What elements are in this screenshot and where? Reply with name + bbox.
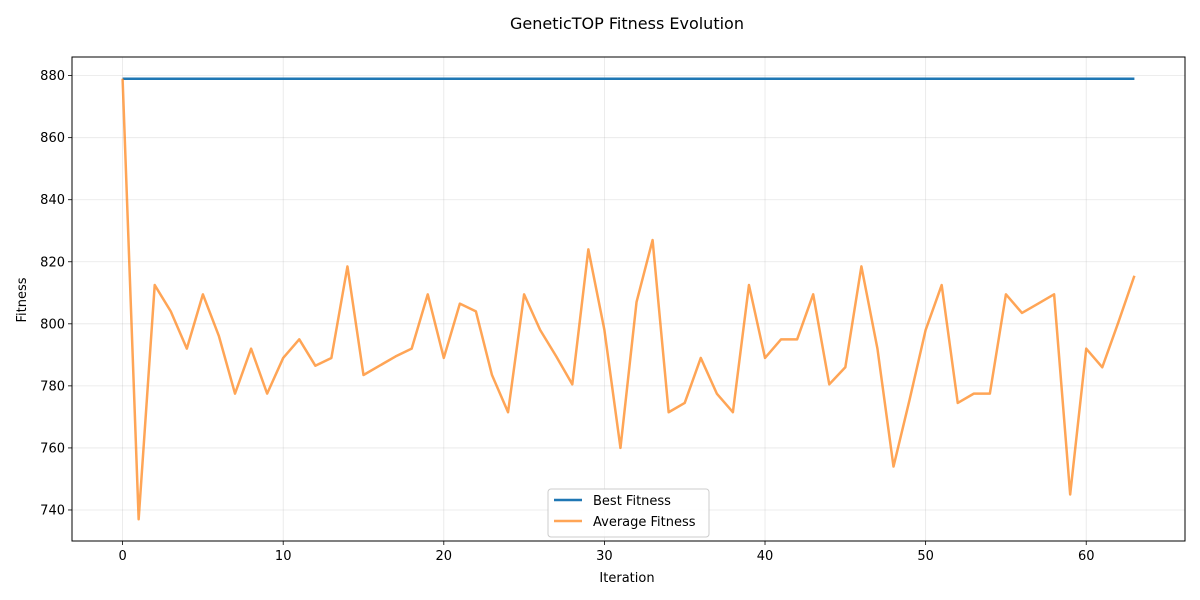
series-layer <box>121 77 1136 521</box>
y-tick-label: 860 <box>40 131 65 146</box>
y-tick-label: 800 <box>40 317 65 332</box>
x-tick-label: 10 <box>275 549 292 564</box>
series-line-average-fitness <box>121 78 1136 521</box>
y-tick-label: 780 <box>40 379 65 394</box>
x-tick-label: 40 <box>757 549 774 564</box>
y-tick-label: 760 <box>40 441 65 456</box>
x-tick-label: 50 <box>917 549 934 564</box>
legend-label-best-fitness: Best Fitness <box>593 494 671 509</box>
x-axis-label: Iteration <box>599 571 654 586</box>
chart-title: GeneticTOP Fitness Evolution <box>510 14 744 33</box>
legend: Best Fitness Average Fitness <box>547 488 710 538</box>
x-tick-label: 20 <box>436 549 453 564</box>
plot-area-frame <box>71 56 1186 542</box>
legend-box <box>547 488 710 538</box>
y-tick-label: 740 <box>40 503 65 518</box>
x-tick-label: 60 <box>1078 549 1095 564</box>
y-axis-label: Fitness <box>15 277 30 322</box>
y-tick-label: 840 <box>40 193 65 208</box>
x-tick-label: 30 <box>596 549 613 564</box>
y-tick-label: 880 <box>40 69 65 84</box>
x-tick-label: 0 <box>118 549 126 564</box>
y-tick-label: 820 <box>40 255 65 270</box>
legend-label-average-fitness: Average Fitness <box>593 515 696 530</box>
ticks-layer: 0 10 20 30 40 50 60 740 760 780 800 820 840 860 880 <box>40 69 1094 564</box>
